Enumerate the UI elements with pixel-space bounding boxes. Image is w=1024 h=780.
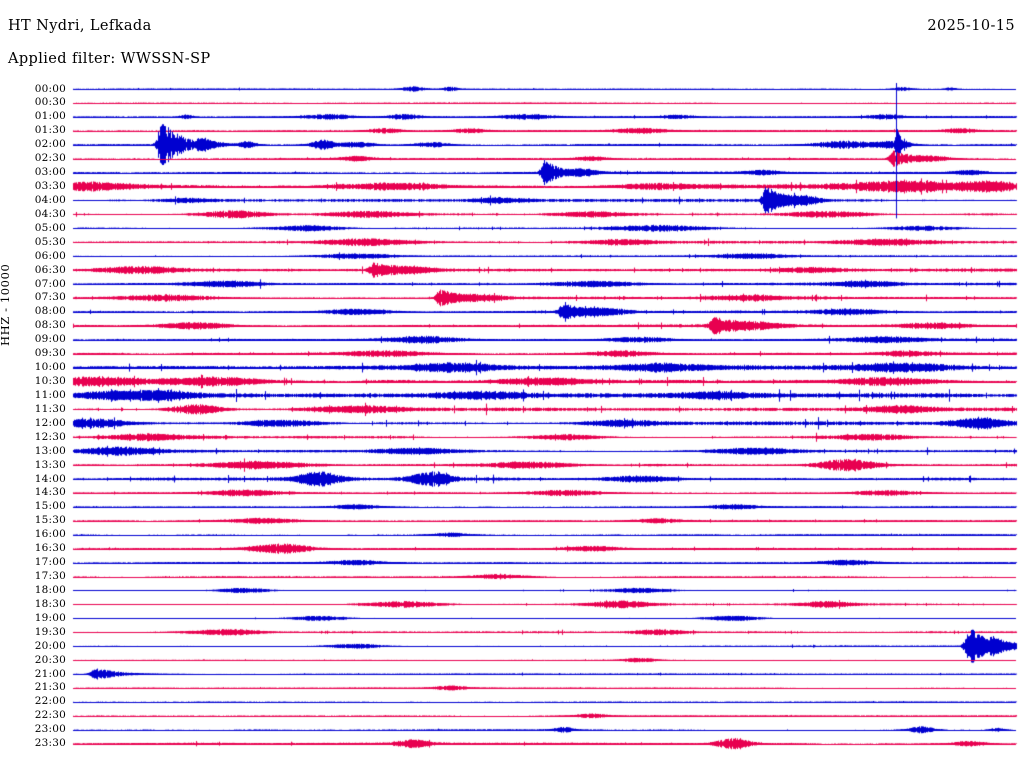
time-tick-0100: 01:00 (34, 110, 66, 123)
time-tick-2100: 21:00 (34, 667, 66, 680)
time-tick-2300: 23:00 (34, 723, 66, 736)
time-tick-0200: 02:00 (34, 138, 66, 151)
time-tick-2030: 20:30 (34, 653, 66, 666)
time-tick-1930: 19:30 (34, 625, 66, 638)
time-tick-0730: 07:30 (34, 291, 66, 304)
time-tick-2200: 22:00 (34, 695, 66, 708)
time-tick-0600: 06:00 (34, 249, 66, 262)
time-tick-0700: 07:00 (34, 277, 66, 290)
time-tick-1600: 16:00 (34, 528, 66, 541)
time-tick-0900: 09:00 (34, 333, 66, 346)
time-tick-0530: 05:30 (34, 235, 66, 248)
time-tick-1830: 18:30 (34, 597, 66, 610)
time-tick-1100: 11:00 (34, 388, 66, 401)
time-tick-1300: 13:00 (34, 444, 66, 457)
time-tick-0930: 09:30 (34, 347, 66, 360)
time-tick-0330: 03:30 (34, 180, 66, 192)
time-tick-1400: 14:00 (34, 472, 66, 485)
time-tick-1330: 13:30 (34, 458, 66, 471)
time-tick-0500: 05:00 (34, 221, 66, 234)
record-date: 2025-10-15 (927, 18, 1015, 34)
time-tick-0000: 00:00 (34, 82, 66, 95)
time-tick-0230: 02:30 (34, 152, 66, 165)
applied-filter-label: Applied filter: WWSSN-SP (8, 51, 211, 67)
time-tick-0830: 08:30 (34, 319, 66, 332)
time-tick-1000: 10:00 (34, 361, 66, 374)
time-tick-1500: 15:00 (34, 500, 66, 513)
time-tick-2000: 20:00 (34, 639, 66, 652)
time-tick-1530: 15:30 (34, 514, 66, 527)
station-title: HT Nydri, Lefkada (8, 18, 152, 34)
time-tick-0630: 06:30 (34, 263, 66, 276)
time-tick-0800: 08:00 (34, 305, 66, 318)
time-tick-0430: 04:30 (34, 207, 66, 220)
time-tick-1730: 17:30 (34, 570, 66, 583)
time-tick-1700: 17:00 (34, 556, 66, 569)
time-tick-2130: 21:30 (34, 681, 66, 694)
time-tick-1800: 18:00 (34, 583, 66, 596)
time-tick-0130: 01:30 (34, 124, 66, 137)
time-tick-2330: 23:30 (34, 737, 66, 750)
time-tick-1130: 11:30 (34, 402, 66, 415)
seismogram-canvas (0, 78, 1024, 778)
time-tick-1030: 10:30 (34, 375, 66, 388)
time-tick-1230: 12:30 (34, 430, 66, 443)
time-tick-1200: 12:00 (34, 416, 66, 429)
time-tick-2230: 22:30 (34, 709, 66, 722)
time-tick-0300: 03:00 (34, 166, 66, 179)
time-tick-1430: 14:30 (34, 486, 66, 499)
time-tick-0400: 04:00 (34, 193, 66, 206)
time-tick-1630: 16:30 (34, 542, 66, 555)
time-tick-1900: 19:00 (34, 611, 66, 624)
time-tick-0030: 00:30 (34, 96, 66, 109)
helicorder-plot: 00:00 00:30 01:00 01:30 02:00 02:30 03:00 03:30… (0, 78, 1024, 778)
